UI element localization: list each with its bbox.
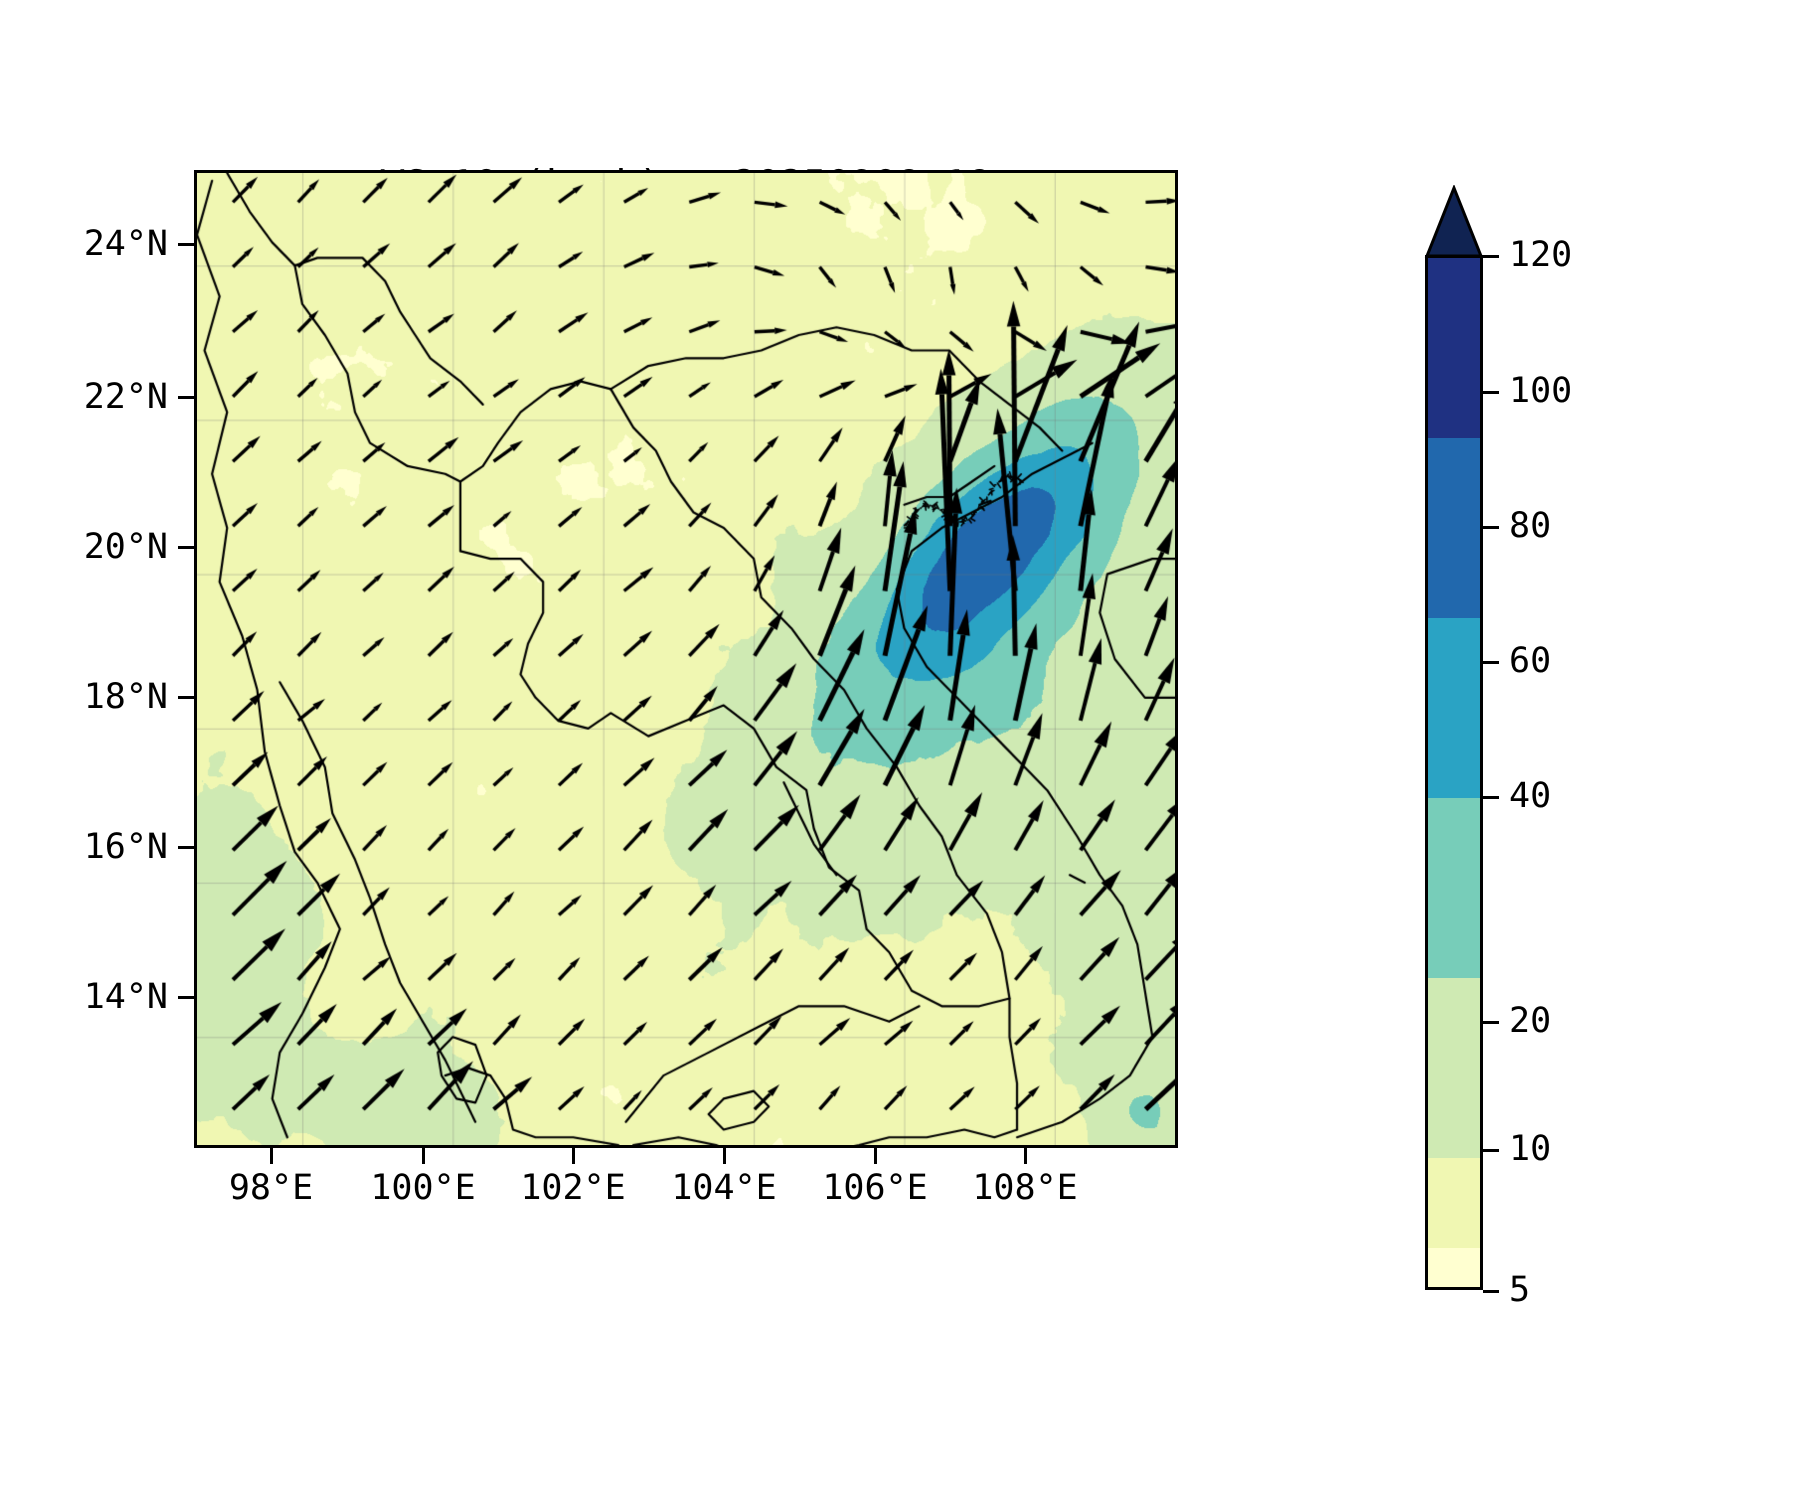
longitude-tick-label: 106°E: [822, 1168, 928, 1208]
colorbar-tick-label: 60: [1509, 641, 1552, 681]
longitude-tick-mark: [422, 1148, 425, 1164]
colorbar-band: [1428, 618, 1480, 798]
latitude-tick-mark: [178, 243, 194, 246]
colorbar-band: [1428, 978, 1480, 1158]
map-plot-area[interactable]: [194, 170, 1178, 1148]
latitude-tick-mark: [178, 996, 194, 999]
colorbar-tick-mark: [1483, 526, 1499, 529]
colorbar-gradient: [1425, 255, 1483, 1290]
colorbar-tick-mark: [1483, 661, 1499, 664]
longitude-tick-mark: [270, 1148, 273, 1164]
colorbar-tick-mark: [1483, 796, 1499, 799]
longitude-tick-mark: [874, 1148, 877, 1164]
colorbar[interactable]: 120 100 80 60 40 20 10 5: [1424, 185, 1572, 1310]
latitude-tick-mark: [178, 546, 194, 549]
colorbar-tick-label: 100: [1509, 371, 1573, 411]
longitude-tick-label: 100°E: [370, 1168, 476, 1208]
longitude-tick-label: 104°E: [671, 1168, 777, 1208]
colorbar-band: [1428, 1248, 1480, 1287]
colorbar-band: [1428, 798, 1480, 978]
colorbar-tick-label: 20: [1509, 1001, 1552, 1041]
longitude-tick-label: 108°E: [972, 1168, 1078, 1208]
latitude-tick-mark: [178, 696, 194, 699]
latitude-tick-label: 14°N: [83, 977, 168, 1017]
latitude-tick-label: 18°N: [83, 677, 168, 717]
colorbar-tick-mark: [1483, 255, 1499, 258]
longitude-tick-label: 102°E: [520, 1168, 626, 1208]
latitude-tick-label: 24°N: [83, 224, 168, 264]
longitude-tick-mark: [1024, 1148, 1027, 1164]
colorbar-tick-mark: [1483, 391, 1499, 394]
colorbar-band: [1428, 1158, 1480, 1248]
colorbar-tick-label: 5: [1509, 1270, 1531, 1310]
colorbar-band: [1428, 438, 1480, 618]
colorbar-tick-label: 10: [1509, 1129, 1552, 1169]
colorbar-band: [1428, 258, 1480, 438]
latitude-tick-label: 22°N: [83, 377, 168, 417]
wind-speed-contour-map: [197, 173, 1175, 1145]
latitude-tick-label: 20°N: [83, 527, 168, 567]
latitude-tick-mark: [178, 396, 194, 399]
colorbar-extend-arrow-icon: [1424, 185, 1484, 258]
colorbar-tick-label: 120: [1509, 235, 1573, 275]
latitude-tick-label: 16°N: [83, 827, 168, 867]
latitude-tick-mark: [178, 846, 194, 849]
colorbar-tick-label: 80: [1509, 506, 1552, 546]
colorbar-tick-mark: [1483, 1290, 1499, 1293]
longitude-tick-label: 98°E: [228, 1168, 314, 1208]
colorbar-tick-label: 40: [1509, 776, 1552, 816]
longitude-tick-mark: [572, 1148, 575, 1164]
colorbar-tick-mark: [1483, 1021, 1499, 1024]
longitude-tick-mark: [723, 1148, 726, 1164]
colorbar-tick-mark: [1483, 1149, 1499, 1152]
